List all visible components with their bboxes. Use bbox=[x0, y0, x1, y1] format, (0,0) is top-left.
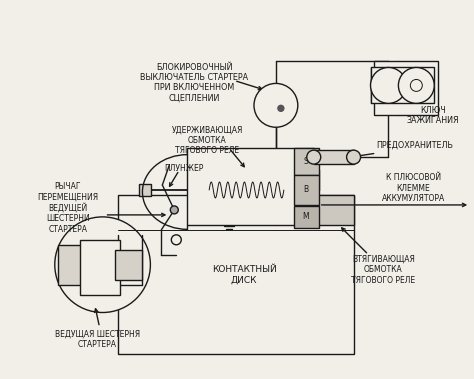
Text: КОНТАКТНЫЙ
ДИСК: КОНТАКТНЫЙ ДИСК bbox=[212, 265, 276, 284]
Text: ПРЕДОХРАНИТЕЛЬ: ПРЕДОХРАНИТЕЛЬ bbox=[376, 141, 454, 150]
Circle shape bbox=[170, 206, 178, 214]
Circle shape bbox=[307, 150, 321, 164]
Text: ВЕДУЩАЯ ШЕСТЕРНЯ
СТАРТЕРА: ВЕДУЩАЯ ШЕСТЕРНЯ СТАРТЕРА bbox=[55, 330, 140, 349]
Text: РЫЧАГ
ПЕРЕМЕЩЕНИЯ
ВЕДУЩЕЙ
ШЕСТЕРНИ
СТАРТЕРА: РЫЧАГ ПЕРЕМЕЩЕНИЯ ВЕДУЩЕЙ ШЕСТЕРНИ СТАРТ… bbox=[37, 182, 98, 234]
Bar bbox=[139, 184, 151, 196]
Circle shape bbox=[346, 150, 361, 164]
Text: КЛЮЧ
ЗАЖИГАНИЯ: КЛЮЧ ЗАЖИГАНИЯ bbox=[407, 106, 459, 125]
Text: M: M bbox=[302, 212, 309, 221]
Bar bbox=[115, 250, 142, 280]
Bar bbox=[294, 148, 319, 175]
Bar bbox=[294, 206, 319, 228]
Text: B: B bbox=[303, 185, 308, 194]
Text: К ПЛЮСОВОЙ
КЛЕММЕ
АККУМУЛЯТОРА: К ПЛЮСОВОЙ КЛЕММЕ АККУМУЛЯТОРА bbox=[382, 173, 445, 203]
Bar bbox=[294, 175, 319, 205]
Bar bbox=[187, 148, 314, 225]
Circle shape bbox=[399, 67, 434, 103]
Circle shape bbox=[410, 80, 422, 91]
Circle shape bbox=[55, 217, 150, 313]
Circle shape bbox=[371, 67, 406, 103]
Bar bbox=[317, 195, 354, 225]
Bar bbox=[58, 245, 109, 285]
Text: БЛОКИРОВОЧНЫЙ
ВЫКЛЮЧАТЕЛЬ СТАРТЕРА
ПРИ ВКЛЮЧЕННОМ
СЦЕПЛЕНИИ: БЛОКИРОВОЧНЫЙ ВЫКЛЮЧАТЕЛЬ СТАРТЕРА ПРИ В… bbox=[140, 63, 248, 103]
Text: УДЕРЖИВАЮЩАЯ
ОБМОТКА
ТЯГОВОГО РЕЛЕ: УДЕРЖИВАЮЩАЯ ОБМОТКА ТЯГОВОГО РЕЛЕ bbox=[172, 125, 243, 155]
Bar bbox=[118, 195, 354, 354]
Circle shape bbox=[171, 235, 181, 245]
Circle shape bbox=[254, 83, 298, 127]
Bar bbox=[371, 67, 434, 103]
Bar bbox=[374, 61, 438, 115]
Text: S: S bbox=[303, 157, 308, 166]
Circle shape bbox=[278, 105, 284, 111]
Text: ВТЯГИВАЮЩАЯ
ОБМОТКА
ТЯГОВОГО РЕЛЕ: ВТЯГИВАЮЩАЯ ОБМОТКА ТЯГОВОГО РЕЛЕ bbox=[351, 255, 416, 285]
Bar bbox=[314, 150, 354, 164]
Text: ПЛУНЖЕР: ПЛУНЖЕР bbox=[164, 164, 204, 172]
Bar bbox=[80, 240, 119, 294]
